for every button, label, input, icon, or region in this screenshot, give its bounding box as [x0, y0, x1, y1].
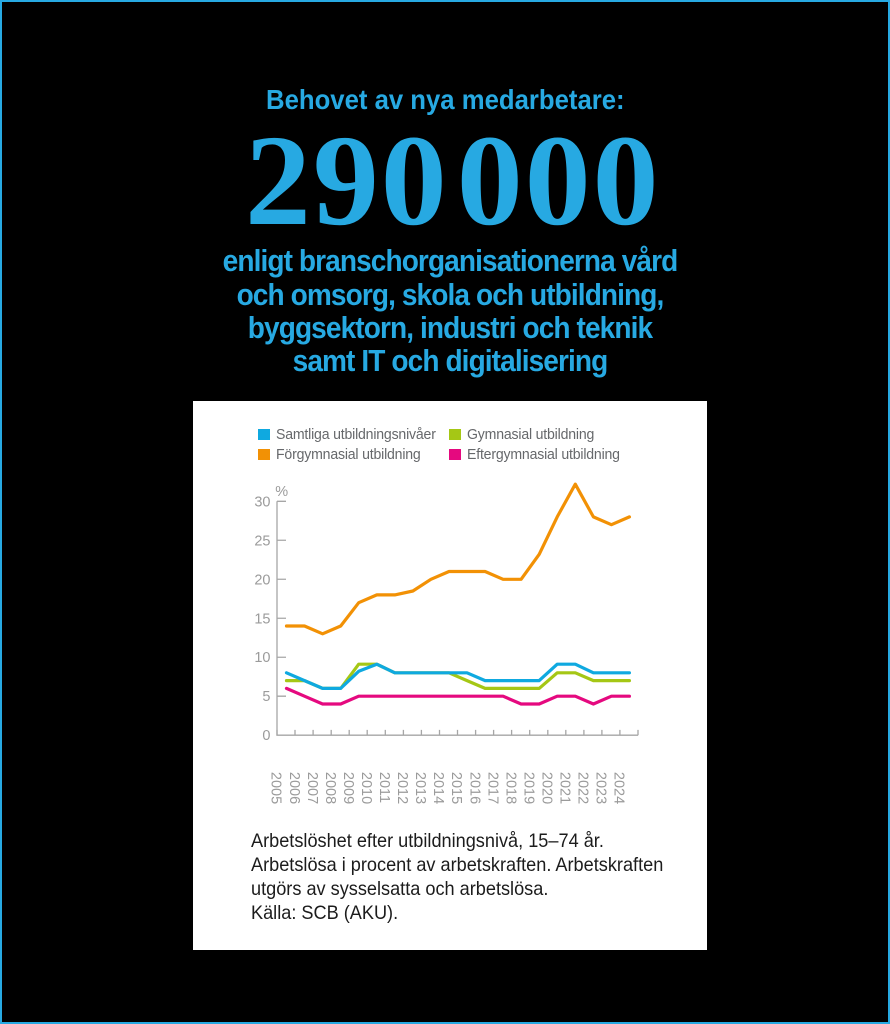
svg-text:2011: 2011: [376, 772, 392, 803]
svg-text:2016: 2016: [466, 772, 482, 804]
svg-text:15: 15: [254, 611, 270, 627]
svg-text:25: 25: [254, 533, 270, 549]
svg-text:2008: 2008: [322, 772, 338, 804]
svg-text:10: 10: [254, 650, 270, 666]
svg-text:%: %: [275, 484, 288, 500]
svg-text:20: 20: [254, 572, 270, 588]
svg-text:30: 30: [254, 494, 270, 510]
svg-text:2007: 2007: [304, 772, 320, 804]
svg-text:5: 5: [262, 689, 270, 705]
svg-text:0: 0: [262, 728, 270, 744]
svg-text:2021: 2021: [557, 772, 573, 804]
svg-text:2023: 2023: [593, 772, 609, 804]
svg-text:2015: 2015: [448, 772, 464, 804]
svg-text:2014: 2014: [430, 772, 446, 804]
svg-text:2013: 2013: [412, 772, 428, 804]
svg-text:2009: 2009: [340, 772, 356, 804]
svg-text:2005: 2005: [268, 772, 284, 804]
svg-text:2010: 2010: [358, 772, 374, 804]
svg-text:2019: 2019: [520, 772, 536, 804]
svg-text:2018: 2018: [502, 772, 518, 804]
svg-text:2006: 2006: [286, 772, 302, 804]
svg-text:2017: 2017: [484, 772, 500, 804]
svg-text:2012: 2012: [394, 772, 410, 804]
svg-text:2024: 2024: [611, 772, 627, 804]
svg-text:2022: 2022: [575, 772, 591, 804]
svg-text:2020: 2020: [538, 772, 554, 804]
